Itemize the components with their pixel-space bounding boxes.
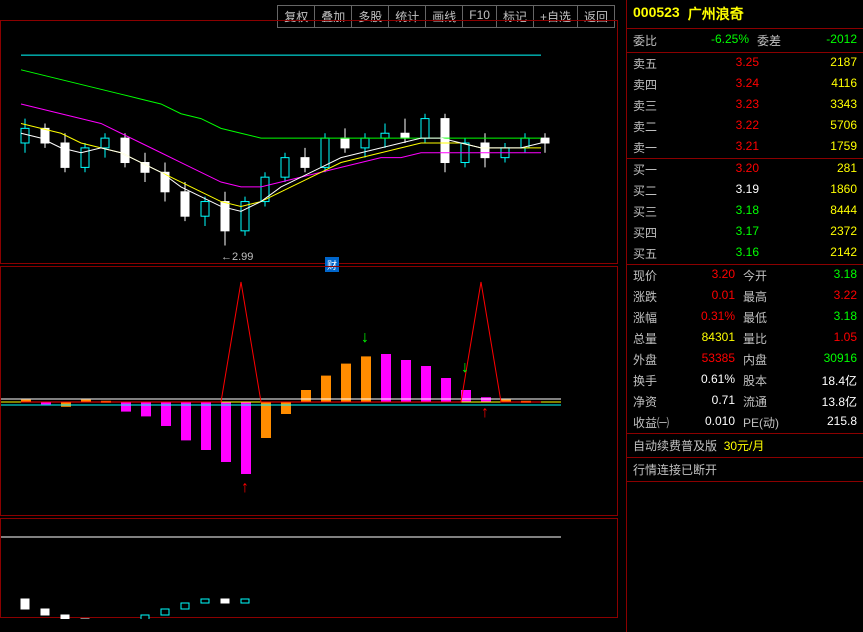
low-price-marker: ←2.99 — [221, 251, 253, 263]
subscription-notice: 自动续费普及版 30元/月 — [627, 434, 863, 458]
order-row: 卖二3.225706 — [627, 116, 863, 137]
svg-text:↓: ↓ — [361, 329, 369, 346]
stock-name[interactable]: 广州浪奇 — [688, 4, 744, 24]
stats-row: 收益㈠0.010PE(动)215.8 — [627, 412, 863, 433]
order-row: 卖五3.252187 — [627, 53, 863, 74]
stats-row: 涨幅0.31%最低3.18 — [627, 307, 863, 328]
connection-status: 行情连接已断开 — [627, 458, 863, 482]
stock-code[interactable]: 000523 — [633, 4, 680, 24]
svg-text:↑: ↑ — [481, 404, 489, 421]
stats-row: 换手0.61%股本18.4亿 — [627, 370, 863, 391]
order-row: 买一3.20281 — [627, 159, 863, 180]
order-row: 买四3.172372 — [627, 222, 863, 243]
order-row: 买二3.191860 — [627, 180, 863, 201]
chart-area: 3.403.303.203.103.00 ←2.99 财 ↑↑↓↓ 1.000.… — [0, 20, 618, 632]
bid-orders: 买一3.20281买二3.191860买三3.188444买四3.172372买… — [627, 159, 863, 265]
stats-row: 外盘53385内盘30916 — [627, 349, 863, 370]
order-row: 卖一3.211759 — [627, 137, 863, 158]
order-row: 买五3.162142 — [627, 243, 863, 264]
stats-row: 现价3.20今开3.18 — [627, 265, 863, 286]
commission-ratio-row: 委比 -6.25% 委差 -2012 — [627, 29, 863, 53]
stock-stats: 现价3.20今开3.18涨跌0.01最高3.22涨幅0.31%最低3.18总量8… — [627, 265, 863, 434]
order-row: 卖四3.244116 — [627, 74, 863, 95]
svg-text:↑: ↑ — [241, 479, 249, 496]
order-row: 卖三3.233343 — [627, 95, 863, 116]
quote-panel: 000523 广州浪奇 委比 -6.25% 委差 -2012 卖五3.25218… — [626, 0, 863, 632]
svg-text:↓: ↓ — [461, 359, 469, 376]
main-candlestick-chart[interactable]: 3.403.303.203.103.00 ←2.99 财 — [0, 20, 618, 264]
stats-row: 净资0.71流通13.8亿 — [627, 391, 863, 412]
bottom-chart[interactable]: 3.453.303.15 — [0, 518, 618, 618]
indicator-chart[interactable]: ↑↑↓↓ 1.000.750.500.250.00 — [0, 266, 618, 516]
stats-row: 总量84301量比1.05 — [627, 328, 863, 349]
stock-header: 000523 广州浪奇 — [627, 0, 863, 29]
order-row: 买三3.188444 — [627, 201, 863, 222]
stats-row: 涨跌0.01最高3.22 — [627, 286, 863, 307]
ask-orders: 卖五3.252187卖四3.244116卖三3.233343卖二3.225706… — [627, 53, 863, 159]
